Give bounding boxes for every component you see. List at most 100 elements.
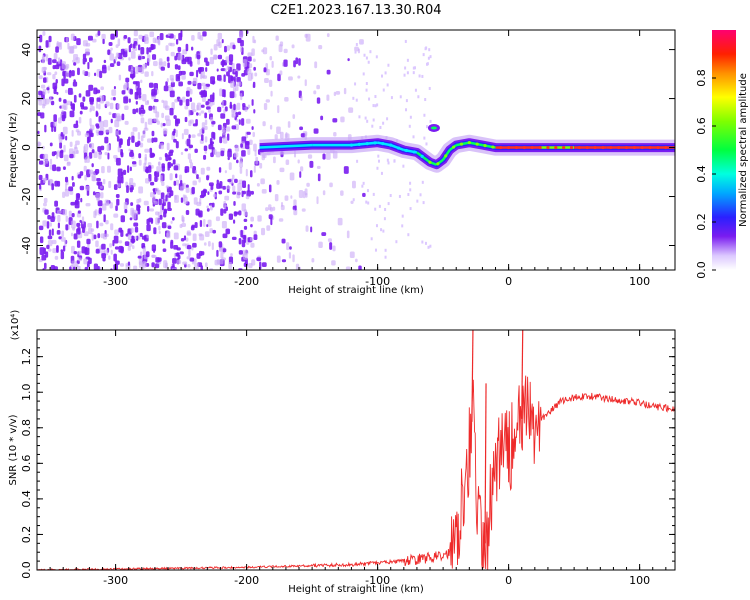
noise-speck <box>79 110 83 115</box>
noise-speck <box>92 191 96 196</box>
noise-speck <box>365 82 368 86</box>
noise-speck <box>278 44 283 53</box>
y-tick-label: 40 <box>20 43 33 57</box>
noise-speck <box>401 214 404 218</box>
noise-speck <box>110 118 113 124</box>
noise-speck <box>199 129 203 134</box>
noise-speck <box>175 38 179 45</box>
noise-speck <box>227 150 232 158</box>
noise-speck <box>215 151 221 158</box>
noise-speck <box>50 216 55 222</box>
noise-speck <box>132 209 137 216</box>
noise-speck <box>223 89 226 98</box>
noise-speck <box>124 48 128 52</box>
noise-speck <box>113 96 116 101</box>
noise-speck <box>218 241 223 248</box>
noise-speck <box>119 138 123 145</box>
signal-dot <box>577 145 581 150</box>
noise-speck <box>335 90 341 95</box>
noise-speck <box>130 68 134 75</box>
noise-speck <box>175 140 179 149</box>
noise-speck <box>60 149 64 154</box>
noise-speck <box>340 116 345 123</box>
noise-speck <box>424 241 427 245</box>
noise-speck <box>374 248 377 252</box>
noise-speck <box>220 60 226 66</box>
noise-speck <box>220 208 224 216</box>
noise-speck <box>177 254 181 260</box>
noise-speck <box>251 126 254 131</box>
noise-speck <box>225 126 231 132</box>
noise-speck <box>246 190 251 197</box>
noise-speck <box>179 223 183 229</box>
noise-speck <box>77 250 82 255</box>
noise-speck <box>251 99 254 106</box>
noise-speck <box>174 195 177 200</box>
noise-speck <box>132 214 137 220</box>
noise-speck <box>106 144 111 152</box>
noise-speck <box>206 166 211 171</box>
noise-speck <box>169 42 175 47</box>
noise-speck <box>123 96 129 104</box>
noise-speck <box>97 146 102 153</box>
noise-speck <box>257 215 262 222</box>
noise-speck <box>122 169 127 175</box>
noise-speck <box>116 115 122 122</box>
noise-speck <box>313 90 317 95</box>
noise-speck <box>180 238 185 242</box>
noise-speck <box>306 182 310 187</box>
signal-dot <box>396 146 401 150</box>
noise-speck <box>239 161 243 168</box>
noise-speck <box>176 259 182 264</box>
signal-dot <box>507 145 511 150</box>
x-tick-label: 0 <box>505 574 512 587</box>
noise-speck <box>426 62 429 66</box>
noise-speck <box>218 41 222 49</box>
noise-speck <box>343 87 347 95</box>
noise-speck <box>131 245 135 250</box>
noise-speck <box>200 265 203 270</box>
noise-speck <box>172 258 177 264</box>
noise-speck <box>113 235 119 244</box>
noise-speck <box>181 133 184 140</box>
noise-speck <box>47 178 53 186</box>
noise-speck <box>47 57 52 65</box>
noise-speck <box>297 75 301 79</box>
signal-dot <box>522 145 526 150</box>
noise-speck <box>198 112 202 116</box>
signal-dot <box>428 160 432 164</box>
noise-speck <box>188 120 192 127</box>
noise-speck <box>160 66 165 71</box>
noise-speck <box>105 101 110 107</box>
noise-speck <box>49 96 52 103</box>
noise-speck <box>138 153 142 159</box>
noise-speck <box>113 213 119 218</box>
noise-speck <box>73 123 79 129</box>
noise-speck <box>216 68 219 72</box>
noise-speck <box>407 193 410 197</box>
noise-speck <box>226 118 230 125</box>
noise-speck <box>115 194 120 198</box>
noise-speck <box>77 67 80 76</box>
noise-speck <box>187 153 191 160</box>
noise-speck <box>173 34 176 40</box>
noise-speck <box>232 44 236 50</box>
x-tick-label: 100 <box>629 574 650 587</box>
noise-speck <box>63 78 69 84</box>
noise-speck <box>425 142 428 146</box>
noise-speck <box>276 179 280 185</box>
noise-speck <box>293 60 296 68</box>
noise-speck <box>204 136 208 143</box>
noise-speck <box>145 251 150 258</box>
noise-speck <box>297 159 300 164</box>
noise-speck <box>140 79 143 84</box>
noise-speck <box>137 66 141 72</box>
noise-speck <box>114 119 120 128</box>
noise-speck <box>183 235 187 241</box>
noise-speck <box>170 81 175 88</box>
noise-speck <box>99 185 103 190</box>
noise-speck <box>189 257 195 262</box>
noise-speck <box>220 150 225 157</box>
snr-panel: -300 -200 -100 0 100 0.0 0.2 0.4 0.6 0.8 1.0 1.2 H… <box>8 310 676 595</box>
noise-speck <box>37 112 42 117</box>
